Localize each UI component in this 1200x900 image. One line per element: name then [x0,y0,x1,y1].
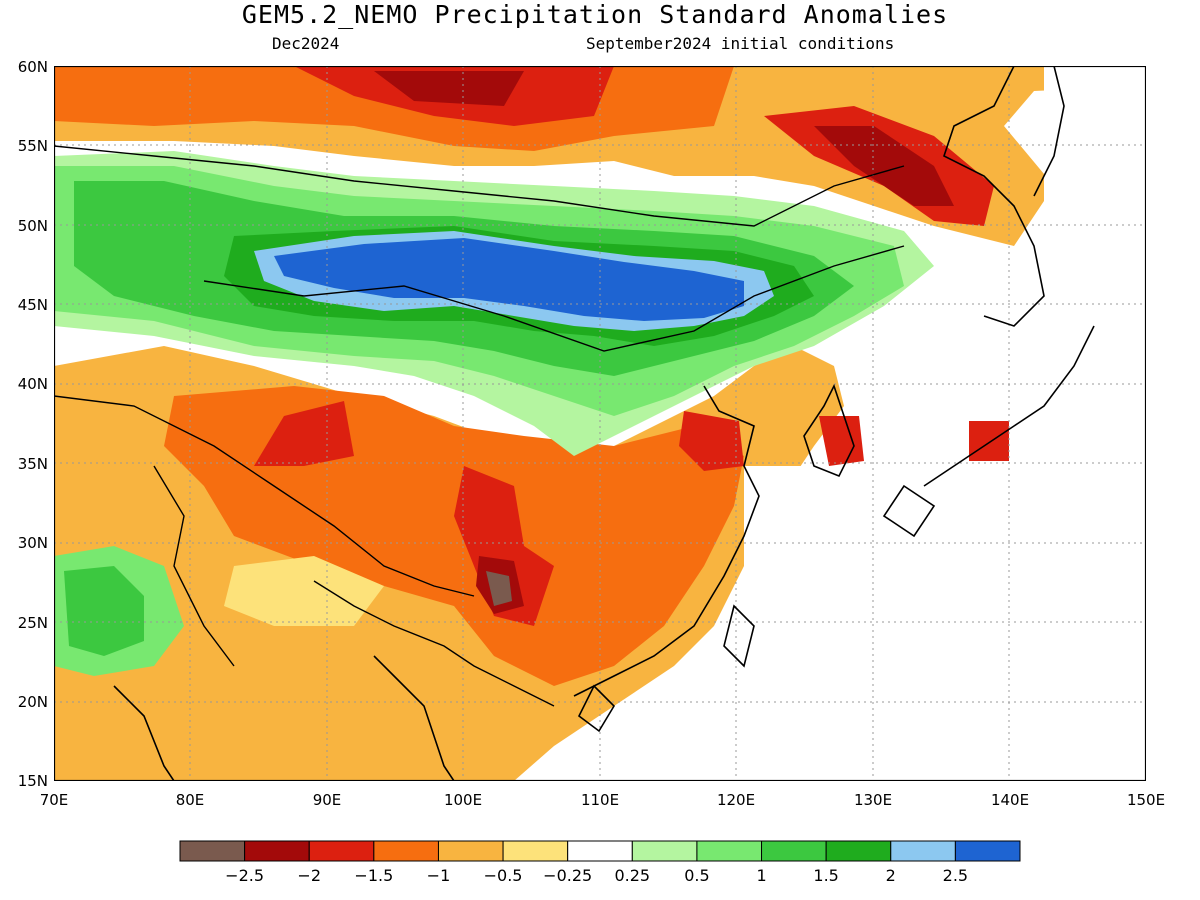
lon-label: 110E [580,791,620,809]
forecast-month: Dec2024 [272,34,340,53]
colorbar-label: 0.25 [614,866,651,885]
colorbar-label: −2 [297,866,322,885]
colorbar-swatch [954,840,1021,862]
colorbar-swatch [567,840,633,862]
anomaly-neg15-center [254,401,354,466]
anomaly-neg25-sichuan [486,571,512,606]
lat-label: 45N [17,296,48,314]
anomaly-neg05-indian [224,556,384,626]
lat-label: 60N [17,58,48,76]
lat-label: 30N [17,534,48,552]
colorbar-swatches [179,840,1021,862]
lon-label: 70E [39,791,69,809]
anomaly-neg15-korea [819,416,864,466]
lon-label: 140E [990,791,1030,809]
map-title: GEM5.2_NEMO Precipitation Standard Anoma… [241,0,949,29]
colorbar-swatch [696,840,763,862]
coastlines [113,66,1095,781]
colorbar-label: −2.5 [225,866,265,885]
lat-label: 20N [17,693,48,711]
anomaly-pos25-band [274,238,744,321]
colorbar-swatch [502,840,569,862]
initial-conditions: September2024 initial conditions [586,34,895,53]
colorbar-swatch [373,840,439,862]
colorbar-label: 2.5 [942,866,969,885]
colorbar-swatch [179,840,246,862]
colorbar-label: −0.5 [483,866,523,885]
lon-label: 100E [443,791,483,809]
lat-label: 50N [17,217,48,235]
lat-label: 15N [17,772,48,790]
lat-label: 25N [17,614,48,632]
colorbar-swatch [890,840,956,862]
anomaly-neg15-sichuan [454,466,554,626]
lon-label: 90E [312,791,342,809]
colorbar [179,840,1021,862]
lon-label: 150E [1126,791,1166,809]
map-frame [54,66,1146,781]
lon-label: 130E [853,791,893,809]
anomaly-pos15-india-west [64,566,144,656]
anomaly-neg15-japan [969,421,1009,461]
colorbar-swatch [761,840,827,862]
mask-pacific [1044,66,1146,781]
country-borders [54,145,905,707]
colorbar-swatch [244,840,310,862]
colorbar-label: −0.25 [543,866,593,885]
lon-label: 80E [175,791,205,809]
anomaly-neg2-north [374,71,524,106]
colorbar-swatch [631,840,698,862]
colorbar-label: 2 [885,866,896,885]
lat-label: 40N [17,375,48,393]
colorbar-label: 1 [756,866,767,885]
colorbar-label: 1.5 [813,866,839,885]
colorbar-label: −1.5 [354,866,394,885]
anomaly-neg2-amur [814,126,954,206]
anomaly-map [54,66,1146,781]
colorbar-swatch [308,840,375,862]
grid [54,66,1146,781]
colorbar-swatch [437,840,504,862]
lat-label: 55N [17,137,48,155]
lat-label: 35N [17,455,48,473]
lon-label: 120E [716,791,756,809]
anomaly-neg15-east [679,411,744,471]
colorbar-swatch [825,840,892,862]
colorbar-label: 0.5 [684,866,710,885]
colorbar-label: −1 [426,866,451,885]
